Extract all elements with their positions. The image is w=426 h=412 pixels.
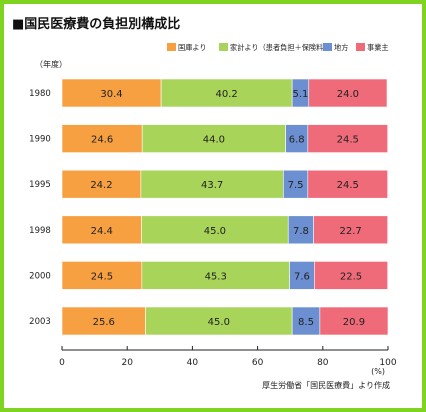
bar-1995-4	[307, 169, 388, 199]
value-label-1998-3: 7.8	[293, 226, 309, 237]
value-label-2003-3: 8.5	[298, 317, 314, 328]
value-label-1995-2: 43.7	[201, 180, 223, 191]
bar-1980-1	[61, 78, 162, 108]
x-tick-label-0: 0	[59, 358, 65, 368]
value-label-2000-2: 45.3	[205, 271, 227, 282]
value-label-1980-1: 30.4	[100, 89, 122, 100]
value-label-1980-2: 40.2	[215, 89, 237, 100]
legend-swatch-1	[167, 43, 176, 51]
value-label-2003-4: 20.9	[343, 317, 365, 328]
bar-1995-2	[140, 169, 284, 199]
value-label-1998-2: 45.0	[204, 226, 226, 237]
bar-2000-4	[314, 261, 388, 290]
bar-1990-2	[141, 124, 286, 153]
bar-1995-1	[61, 169, 142, 199]
bar-1998-3	[287, 215, 314, 245]
value-label-2003-2: 45.0	[208, 317, 230, 328]
legend-swatch-2	[219, 43, 228, 51]
legend-label-2: 家計より（患者負担＋保険料）	[230, 43, 330, 52]
bar-1995-3	[283, 169, 309, 199]
legend-label-4: 事業主	[367, 43, 389, 52]
value-label-2003-1: 25.6	[93, 317, 115, 328]
bar-2000-3	[289, 261, 315, 290]
year-label-1980: 1980	[29, 89, 51, 99]
legend: 国庫より 家計より（患者負担＋保険料） 地方 事業主	[167, 43, 389, 52]
year-label-1995: 1995	[29, 180, 51, 190]
year-label-2000: 2000	[29, 271, 51, 281]
bar-1998-1	[61, 215, 142, 245]
legend-label-1: 国庫より	[178, 43, 207, 52]
value-label-1990-1: 24.6	[91, 135, 113, 146]
x-tick-label-20: 20	[121, 358, 133, 368]
value-label-1995-1: 24.2	[90, 180, 112, 191]
bar-1998-4	[313, 215, 388, 245]
value-label-1998-4: 22.7	[340, 226, 362, 237]
value-label-2000-3: 7.6	[294, 271, 310, 282]
x-tick-label-100: 100	[379, 358, 396, 368]
value-label-1980-4: 24.0	[337, 89, 359, 100]
year-label-1998: 1998	[29, 226, 51, 236]
x-axis-unit: (%)	[371, 367, 385, 376]
year-label-2003: 2003	[29, 317, 51, 327]
value-label-1990-3: 6.8	[289, 135, 305, 146]
year-label-1990: 1990	[29, 135, 51, 145]
x-tick-label-60: 60	[252, 358, 264, 368]
bar-2003-3	[291, 306, 321, 336]
bar-1980-2	[160, 78, 293, 108]
value-label-1980-3: 5.1	[293, 89, 309, 100]
bar-1980-4	[308, 78, 388, 108]
value-label-1995-4: 24.5	[337, 180, 359, 191]
value-label-2000-4: 22.5	[340, 271, 362, 282]
x-axis: 0 20 40 60 80 100	[59, 346, 397, 368]
bar-1990-1	[61, 124, 143, 153]
value-label-1995-3: 7.5	[288, 180, 304, 191]
bar-2003-4	[319, 306, 389, 336]
value-label-1998-1: 24.4	[91, 226, 113, 237]
value-label-2000-1: 24.5	[91, 271, 113, 282]
x-tick-label-80: 80	[317, 358, 329, 368]
legend-label-3: 地方	[334, 43, 348, 52]
chart-svg: ■国民医療費の負担別構成比 （年度） 国庫より 家計より（患者負担＋保険料） 地方 事…	[12, 16, 397, 390]
y-axis-label: （年度）	[35, 59, 67, 69]
value-label-1990-2: 44.0	[203, 135, 225, 146]
legend-swatch-3	[323, 43, 332, 51]
value-label-1990-4: 24.5	[337, 135, 359, 146]
chart-title: ■国民医療費の負担別構成比	[12, 16, 180, 32]
bar-1990-4	[307, 124, 388, 153]
bar-1998-2	[141, 215, 289, 245]
legend-swatch-4	[356, 43, 365, 51]
source-note: 厚生労働省「国民医療費」より作成	[262, 380, 390, 390]
x-tick-label-40: 40	[187, 358, 199, 368]
bars-group: 1980 30.4 40.2 5.1 24.0 1990 24.6 44.0 6.8 24.5 19…	[29, 78, 389, 336]
